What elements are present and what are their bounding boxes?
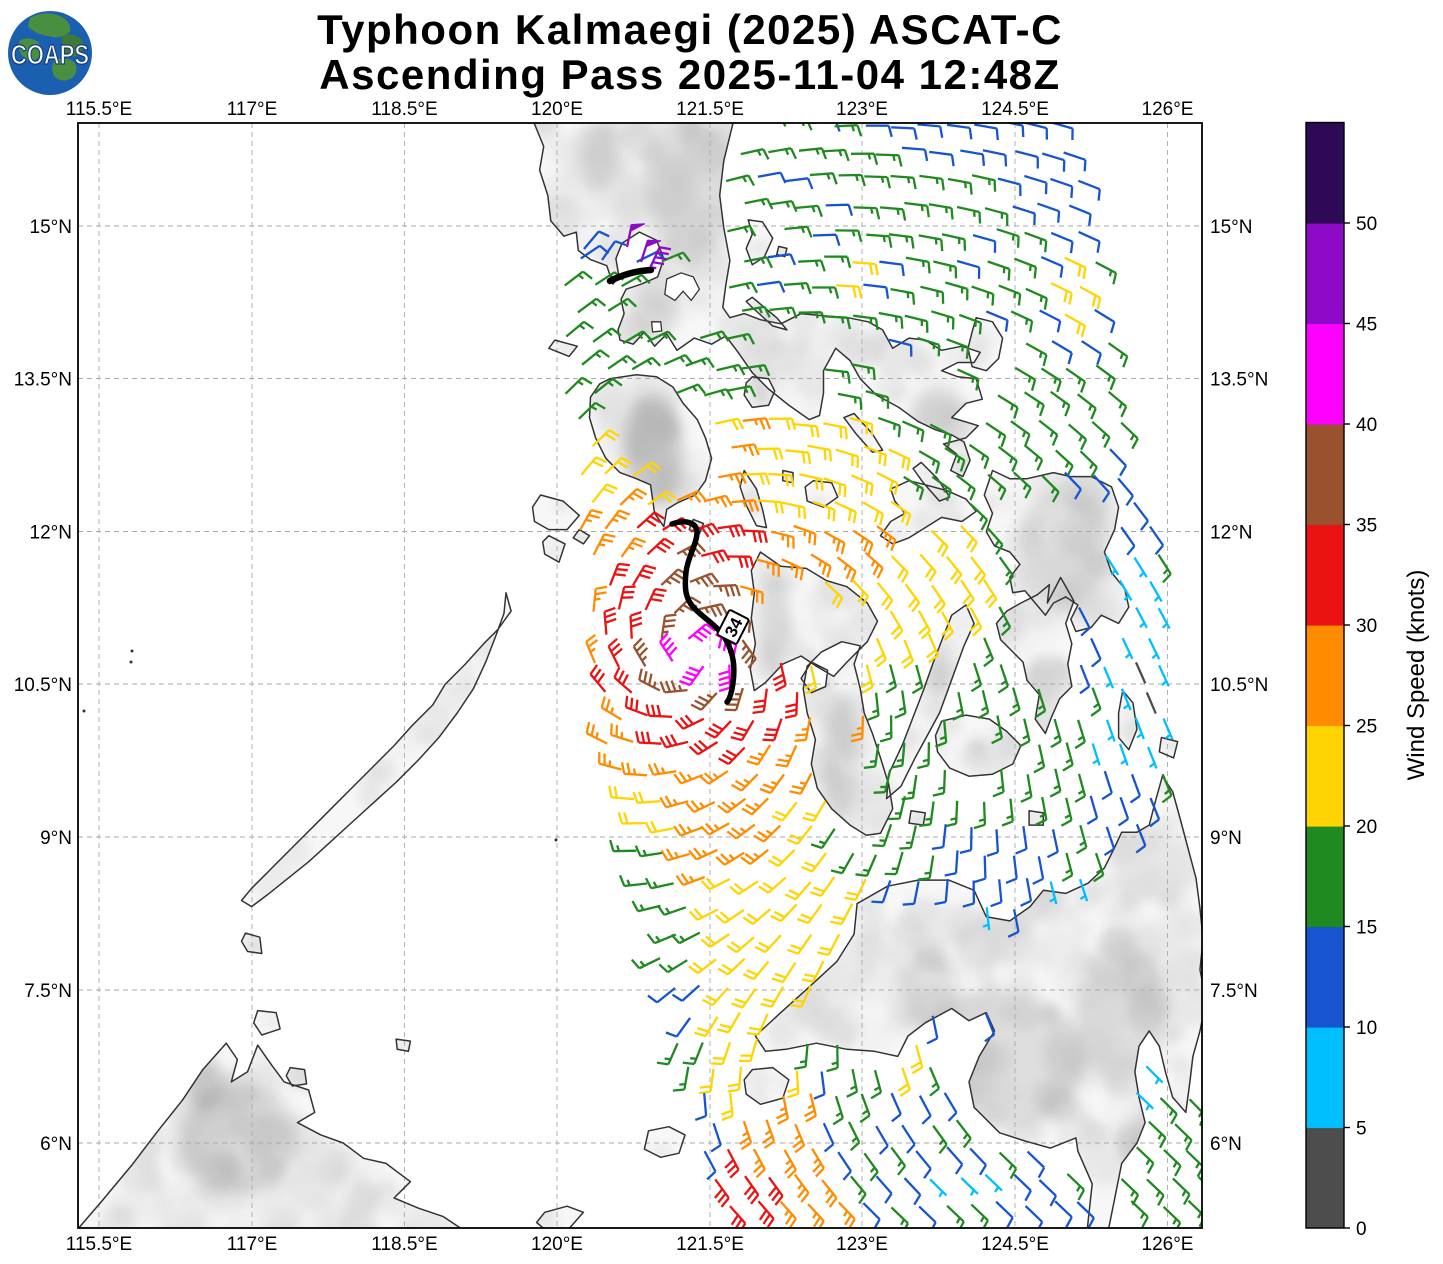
svg-text:117°E: 117°E	[227, 99, 278, 120]
svg-text:Wind Speed (knots): Wind Speed (knots)	[1403, 570, 1430, 781]
svg-text:7.5°N: 7.5°N	[1210, 981, 1258, 1002]
svg-text:118.5°E: 118.5°E	[371, 99, 437, 120]
svg-text:COAPS: COAPS	[11, 39, 89, 70]
svg-text:6°N: 6°N	[40, 1134, 72, 1155]
svg-text:7.5°N: 7.5°N	[24, 981, 72, 1002]
svg-text:9°N: 9°N	[1210, 828, 1242, 849]
svg-text:121.5°E: 121.5°E	[676, 1234, 744, 1255]
svg-text:115.5°E: 115.5°E	[66, 99, 132, 120]
svg-text:120°E: 120°E	[531, 1234, 583, 1255]
svg-text:Typhoon Kalmaegi (2025) ASCAT-: Typhoon Kalmaegi (2025) ASCAT-C	[317, 6, 1063, 53]
svg-text:126°E: 126°E	[1142, 1234, 1194, 1255]
svg-text:20: 20	[1356, 817, 1377, 838]
svg-text:6°N: 6°N	[1210, 1134, 1242, 1155]
svg-text:45: 45	[1356, 315, 1377, 336]
svg-text:40: 40	[1356, 415, 1377, 436]
svg-text:10.5°N: 10.5°N	[1210, 675, 1268, 696]
svg-text:121.5°E: 121.5°E	[676, 99, 744, 120]
svg-text:15°N: 15°N	[1210, 217, 1252, 238]
svg-text:117°E: 117°E	[227, 1234, 278, 1255]
svg-text:126°E: 126°E	[1142, 99, 1194, 120]
svg-text:30: 30	[1356, 616, 1377, 637]
svg-text:Ascending Pass 2025-11-04 12:4: Ascending Pass 2025-11-04 12:48Z	[319, 51, 1060, 98]
svg-text:13.5°N: 13.5°N	[14, 370, 72, 391]
svg-text:35: 35	[1356, 516, 1377, 537]
svg-text:15°N: 15°N	[30, 217, 72, 238]
svg-text:118.5°E: 118.5°E	[371, 1234, 437, 1255]
svg-text:10.5°N: 10.5°N	[14, 675, 72, 696]
svg-text:124.5°E: 124.5°E	[981, 99, 1049, 120]
svg-text:25: 25	[1356, 717, 1377, 738]
svg-text:10: 10	[1356, 1018, 1377, 1039]
svg-text:12°N: 12°N	[30, 523, 72, 544]
svg-text:0: 0	[1356, 1219, 1367, 1240]
svg-text:15: 15	[1356, 918, 1377, 939]
svg-text:13.5°N: 13.5°N	[1210, 370, 1268, 391]
svg-text:9°N: 9°N	[40, 828, 72, 849]
svg-text:123°E: 123°E	[836, 1234, 888, 1255]
svg-text:5: 5	[1356, 1119, 1367, 1140]
svg-text:12°N: 12°N	[1210, 523, 1252, 544]
svg-text:123°E: 123°E	[836, 99, 888, 120]
svg-text:50: 50	[1356, 214, 1377, 235]
svg-text:115.5°E: 115.5°E	[66, 1234, 132, 1255]
svg-text:120°E: 120°E	[531, 99, 583, 120]
svg-text:124.5°E: 124.5°E	[981, 1234, 1049, 1255]
